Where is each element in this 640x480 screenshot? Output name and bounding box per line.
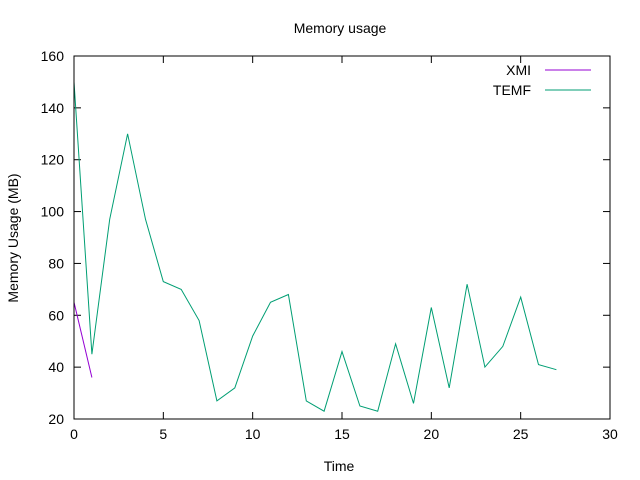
y-tick-label: 100 bbox=[41, 204, 65, 220]
y-tick-label: 140 bbox=[41, 100, 65, 116]
legend: XMI TEMF bbox=[493, 62, 591, 98]
x-tick-label: 5 bbox=[159, 426, 167, 442]
x-tick-label: 25 bbox=[513, 426, 529, 442]
series-line-xmi bbox=[73, 302, 93, 378]
x-tick-label: 30 bbox=[602, 426, 618, 442]
y-tick-label: 40 bbox=[48, 359, 64, 375]
x-tick-label: 20 bbox=[424, 426, 440, 442]
chart-title: Memory usage bbox=[294, 20, 387, 36]
x-tick-label: 15 bbox=[334, 426, 350, 442]
legend-label-xmi: XMI bbox=[506, 62, 531, 78]
legend-label-temf: TEMF bbox=[493, 82, 531, 98]
y-tick-label: 80 bbox=[48, 255, 64, 271]
y-tick-label: 160 bbox=[41, 48, 65, 64]
x-tick-label: 10 bbox=[245, 426, 261, 442]
plot-frame bbox=[73, 55, 611, 420]
y-tick-label: 20 bbox=[48, 411, 64, 427]
y-tick-label: 60 bbox=[48, 307, 64, 323]
series-line-temf bbox=[73, 81, 557, 412]
y-tick-label: 120 bbox=[41, 152, 65, 168]
y-axis-label: Memory Usage (MB) bbox=[5, 173, 21, 302]
x-tick-label: 0 bbox=[70, 426, 78, 442]
x-axis-label: Time bbox=[324, 458, 355, 474]
